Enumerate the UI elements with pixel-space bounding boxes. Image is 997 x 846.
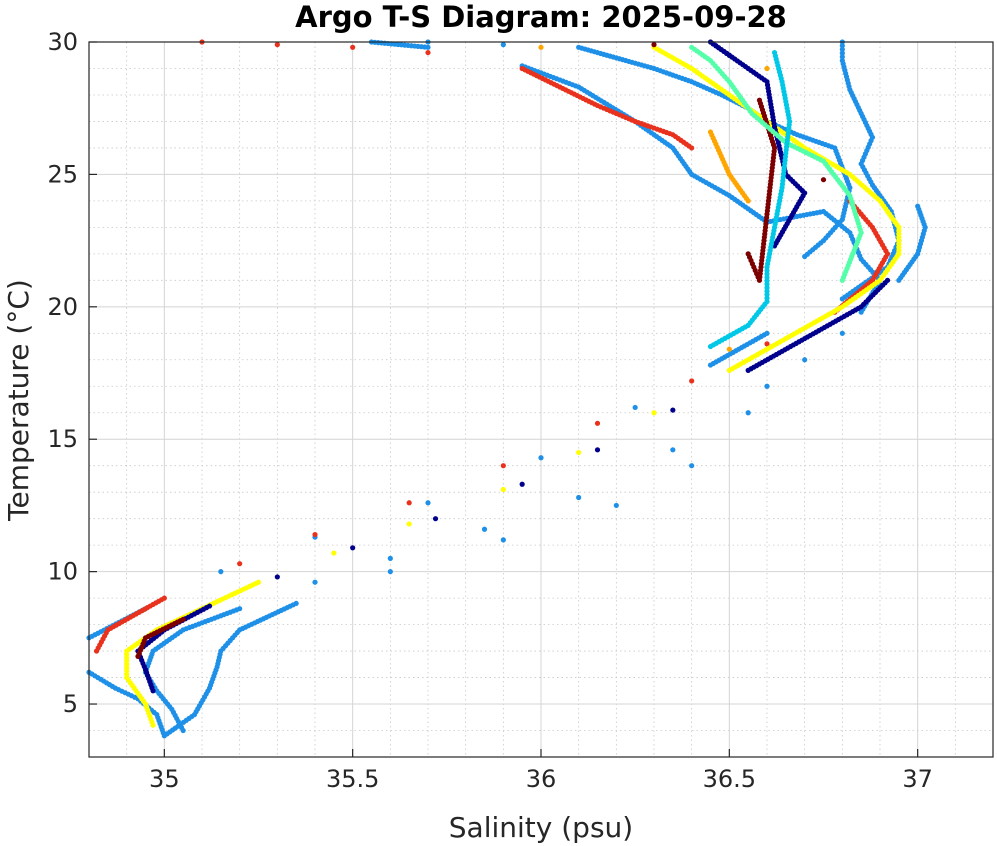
data-point (764, 330, 770, 336)
data-point (500, 42, 506, 48)
data-point (756, 97, 763, 103)
data-point (689, 463, 695, 469)
data-point (237, 561, 243, 567)
y-tick-label: 15 (47, 425, 78, 453)
data-point (839, 330, 845, 336)
data-point (670, 447, 676, 453)
data-point (161, 595, 167, 601)
data-point (802, 357, 808, 363)
data-point (274, 574, 280, 580)
data-point (726, 346, 732, 352)
data-point (293, 600, 299, 607)
profile-series (538, 44, 770, 352)
data-point (387, 569, 393, 575)
data-point (274, 42, 280, 48)
data-point (519, 481, 525, 487)
data-point (764, 341, 770, 347)
y-tick-label: 20 (47, 293, 78, 321)
data-point (632, 404, 638, 411)
data-point (425, 49, 431, 56)
data-point (312, 579, 318, 585)
profile-series (707, 49, 793, 350)
data-point (500, 537, 506, 543)
y-tick-label: 30 (47, 28, 78, 56)
profile-series (135, 42, 827, 659)
y-tick-label: 25 (47, 160, 78, 188)
ticks-layer: 35 35.5 36 36.5 37 5 10 15 20 25 30 (47, 28, 932, 793)
profile-series (199, 39, 695, 151)
data-point (707, 343, 714, 350)
data-point (519, 65, 525, 72)
data-point (839, 46, 845, 53)
data-point (255, 579, 262, 585)
data-point (538, 455, 544, 461)
profile-series (689, 44, 864, 283)
data-point (651, 410, 657, 416)
data-point (406, 521, 412, 527)
data-point (237, 606, 243, 612)
y-tick-label: 10 (47, 558, 78, 586)
data-point (764, 65, 770, 72)
data-point (206, 603, 213, 609)
x-tick-label: 35.5 (326, 765, 379, 793)
data-point (432, 516, 439, 522)
data-point (350, 44, 356, 50)
data-point (884, 277, 891, 283)
data-point (915, 203, 921, 209)
data-point (764, 383, 770, 389)
y-tick-label: 5 (63, 690, 78, 718)
data-point (839, 54, 845, 60)
data-point (331, 550, 337, 556)
data-point (312, 531, 318, 538)
data-point (613, 502, 619, 509)
profile-series (142, 203, 928, 734)
data-point (500, 463, 506, 469)
data-point (500, 486, 506, 493)
data-point (594, 447, 601, 453)
data-point (218, 569, 224, 575)
x-axis-label: Salinity (psu) (449, 811, 633, 844)
grid-layer (89, 42, 994, 757)
data-point (745, 410, 751, 416)
data-point (651, 42, 657, 48)
data-point (839, 50, 845, 56)
data-point (425, 500, 431, 506)
data-point (594, 420, 601, 426)
data-point (350, 545, 356, 551)
y-axis-label: Temperature (°C) (2, 279, 35, 522)
data-point (481, 526, 488, 532)
data-point (839, 57, 845, 64)
data-point (689, 378, 695, 384)
data-point (576, 449, 582, 456)
data-point (387, 555, 393, 561)
data-point (745, 198, 751, 204)
x-tick-label: 36 (526, 765, 557, 793)
x-tick-label: 36.5 (703, 765, 756, 793)
data-point (180, 616, 186, 622)
data-point (406, 500, 412, 506)
data-points-layer (86, 39, 928, 739)
data-point (670, 407, 676, 413)
x-tick-label: 35 (149, 765, 180, 793)
data-point (839, 277, 845, 283)
x-tick-label: 37 (902, 765, 933, 793)
profile-series (86, 39, 883, 739)
data-point (538, 44, 544, 50)
data-point (820, 177, 827, 183)
data-point (839, 43, 845, 49)
data-point (802, 253, 808, 260)
chart-title: Argo T-S Diagram: 2025-09-28 (295, 0, 787, 34)
data-point (576, 494, 582, 501)
profile-series (135, 39, 891, 694)
